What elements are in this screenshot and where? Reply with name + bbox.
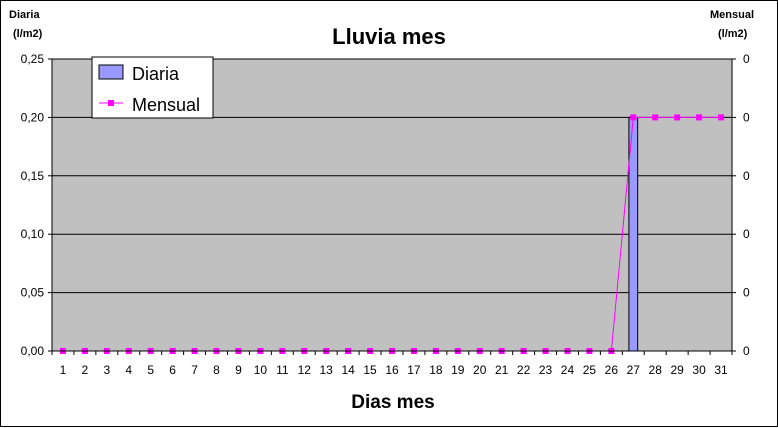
x-tick-label: 27 [627, 363, 641, 377]
x-tick-label: 14 [341, 363, 355, 377]
legend-label-diaria: Diaria [132, 64, 180, 84]
legend-swatch-mensual-marker [108, 100, 114, 106]
x-tick-label: 15 [363, 363, 377, 377]
x-tick-label: 17 [407, 363, 421, 377]
left-axis-heading-line1: Diaria [9, 9, 40, 21]
y-right-tick-label: 0 [743, 286, 750, 300]
tick-labels: 0,00 00,05 00,10 00,15 00,20 00,25 01 2 3 4 5 6 7 8 9 1… [21, 52, 750, 377]
x-tick-label: 30 [692, 363, 706, 377]
point-mensual [630, 114, 637, 121]
legend: Diaria Mensual [91, 56, 214, 119]
point-mensual [718, 114, 725, 121]
right-axis-heading-line1: Mensual [710, 9, 754, 21]
x-tick-label: 26 [605, 363, 619, 377]
x-tick-label: 23 [539, 363, 553, 377]
y-left-tick-label: 0,05 [21, 286, 45, 300]
x-tick-label: 29 [670, 363, 684, 377]
x-tick-label: 24 [561, 363, 575, 377]
x-tick-label: 28 [649, 363, 663, 377]
right-axis-heading-line2: (l/m2) [718, 28, 748, 40]
x-tick-label: 9 [235, 363, 242, 377]
x-tick-label: 19 [451, 363, 465, 377]
y-right-tick-label: 0 [743, 52, 750, 66]
legend-swatch-diaria [98, 64, 124, 80]
x-tick-label: 10 [254, 363, 268, 377]
x-tick-label: 4 [125, 363, 132, 377]
x-tick-label: 7 [191, 363, 198, 377]
y-right-tick-label: 0 [743, 227, 750, 241]
x-tick-label: 8 [213, 363, 220, 377]
y-left-tick-label: 0,25 [21, 52, 45, 66]
x-tick-label: 21 [495, 363, 509, 377]
x-tick-label: 1 [60, 363, 67, 377]
y-left-tick-label: 0,20 [21, 110, 45, 124]
point-mensual [696, 114, 703, 121]
y-left-tick-label: 0,00 [21, 344, 45, 358]
x-tick-label: 5 [147, 363, 154, 377]
x-tick-label: 11 [276, 363, 289, 377]
y-left-tick-label: 0,15 [21, 169, 45, 183]
x-tick-label: 22 [517, 363, 531, 377]
point-mensual [674, 114, 681, 121]
x-tick-label: 6 [169, 363, 176, 377]
point-mensual [652, 114, 659, 121]
x-tick-label: 20 [473, 363, 487, 377]
x-tick-label: 31 [714, 363, 728, 377]
y-right-tick-label: 0 [743, 169, 750, 183]
legend-label-mensual: Mensual [132, 95, 200, 115]
x-tick-label: 13 [320, 363, 334, 377]
left-axis-heading-line2: (l/m2) [13, 28, 43, 40]
x-tick-label: 16 [385, 363, 399, 377]
y-left-tick-label: 0,10 [21, 227, 45, 241]
x-tick-label: 25 [583, 363, 597, 377]
x-tick-label: 3 [103, 363, 110, 377]
x-axis-title: Dias mes [351, 392, 434, 413]
x-tick-label: 18 [429, 363, 443, 377]
x-tick-label: 2 [82, 363, 89, 377]
y-right-tick-label: 0 [743, 110, 750, 124]
axes [48, 58, 736, 355]
y-right-tick-label: 0 [743, 344, 750, 358]
x-tick-label: 12 [298, 363, 312, 377]
chart-title: Lluvia mes [332, 24, 446, 49]
